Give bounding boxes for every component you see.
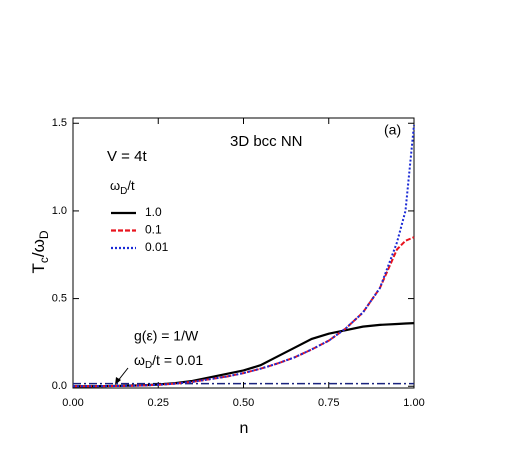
legend-label: 0.1 [145,223,162,237]
condition: V = 4t [107,148,147,165]
y-tick-label: 1.0 [52,205,67,217]
legend-label: 0.01 [145,240,169,254]
series-line [73,236,415,388]
y-axis-label: Tc/ωD [29,230,51,273]
y-tick-label: 0.0 [52,380,67,392]
panel-label: (a) [384,122,401,138]
series-line [73,322,415,388]
series-line [73,124,415,388]
x-tick-label: 0.25 [148,397,169,409]
y-tick-label: 1.5 [52,117,67,129]
y-tick-label: 0.5 [52,292,67,304]
annotation: g(ε) = 1/W [134,328,199,344]
legend-label: 1.0 [145,205,162,219]
chart-title: 3D bcc NN [230,133,303,150]
x-axis-label: n [240,420,249,437]
x-tick-label: 1.00 [403,397,424,409]
legend-title: ωD/t [110,178,135,196]
x-tick-label: 0.75 [318,397,339,409]
x-tick-label: 0.00 [62,397,83,409]
x-tick-label: 0.50 [233,397,254,409]
annotation: ωD/t = 0.01 [134,352,203,371]
